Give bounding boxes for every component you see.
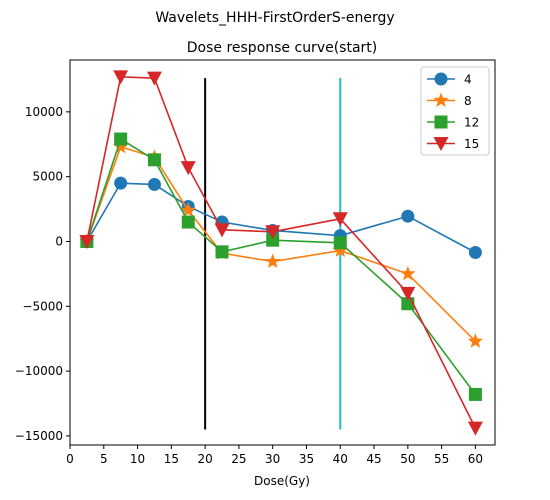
x-tick-label: 30 — [265, 452, 280, 466]
x-tick-label: 40 — [333, 452, 348, 466]
x-tick-label: 25 — [231, 452, 246, 466]
legend-label: 15 — [464, 137, 479, 151]
legend: 4 8 12 15 — [420, 66, 490, 156]
series-line-4 — [86, 182, 476, 254]
x-tick-label: 45 — [366, 452, 381, 466]
series-15-point — [332, 212, 348, 227]
legend-marker — [434, 72, 448, 86]
series-8-point — [332, 242, 348, 258]
series-8-point — [180, 202, 196, 217]
series-15-point — [214, 223, 230, 238]
series-15-point — [400, 286, 416, 301]
x-tick-label: 20 — [197, 452, 212, 466]
x-tick-label: 60 — [468, 452, 483, 466]
series-8-point — [467, 333, 484, 348]
legend-box — [420, 66, 490, 156]
legend-marker — [433, 137, 449, 151]
series-15-point — [79, 234, 95, 249]
series-4-point — [147, 177, 161, 191]
series-12-point — [181, 215, 195, 229]
series-15-point — [265, 225, 281, 240]
x-tick-label: 55 — [434, 452, 449, 466]
series-15-point — [180, 161, 196, 176]
x-tick-label: 50 — [400, 452, 415, 466]
series-12-point — [114, 132, 128, 146]
legend-label: 8 — [464, 94, 472, 108]
axes-frame — [69, 59, 496, 446]
figure-suptitle: Wavelets_HHH-FirstOrderS-energy — [155, 10, 394, 26]
series-12-point — [215, 245, 229, 259]
legend-label: 12 — [464, 116, 479, 130]
legend-marker — [433, 92, 449, 107]
series-8-point — [400, 265, 416, 281]
y-tick-label: −15000 — [15, 429, 63, 443]
series-4-point — [114, 176, 128, 190]
series-12-point — [147, 153, 161, 167]
x-tick-label: 10 — [130, 452, 145, 466]
y-tick-label: 10000 — [25, 105, 63, 119]
series-12-point — [468, 387, 482, 401]
x-tick-label: 0 — [66, 452, 74, 466]
series-15-point — [113, 70, 129, 85]
series-12-point — [333, 236, 347, 250]
y-tick-label: 0 — [55, 234, 63, 248]
y-tick-label: −10000 — [15, 364, 63, 378]
legend-marker — [434, 115, 448, 129]
series-line-15 — [86, 76, 477, 429]
series-15-point — [146, 71, 162, 86]
x-axis-label: Dose(Gy) — [254, 474, 310, 488]
chart-title: Dose response curve(start) — [187, 40, 378, 56]
series-12-point — [266, 233, 280, 247]
x-tick-label: 35 — [299, 452, 314, 466]
x-tick-label: 5 — [100, 452, 108, 466]
series-8-point — [113, 138, 129, 154]
y-tick-label: −5000 — [22, 299, 63, 313]
series-4-point — [401, 209, 415, 223]
plot-area: 0 5 10 15 20 25 30 35 40 45 50 55 60−15000−10000−500… — [15, 59, 496, 466]
series-line-12 — [86, 137, 477, 395]
series-8-point — [265, 253, 281, 269]
series-15-point — [467, 421, 483, 436]
series-4-point — [468, 246, 482, 259]
legend-label: 4 — [464, 73, 472, 87]
x-tick-label: 15 — [164, 452, 179, 466]
y-tick-label: 5000 — [32, 170, 63, 184]
